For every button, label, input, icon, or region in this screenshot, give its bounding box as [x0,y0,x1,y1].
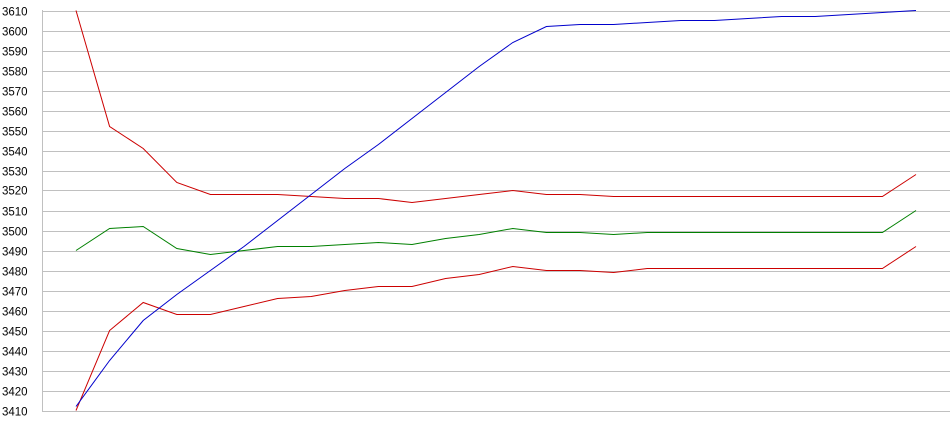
y-tick-label: 3490 [2,247,28,259]
gridlines [42,11,950,412]
series-line-upper [75,10,917,204]
y-tick-label: 3570 [2,87,28,99]
y-tick-label: 3610 [2,7,28,19]
series-upper [75,10,917,204]
series-lines [75,10,917,411]
series-line-trend [75,10,917,407]
y-tick-label: 3580 [2,67,28,79]
y-tick-label: 3430 [2,367,28,379]
series-line-lower [75,246,917,411]
series-lower [75,246,917,411]
y-tick-label: 3470 [2,287,28,299]
series-middle [75,210,917,256]
y-tick-label: 3500 [2,227,28,239]
y-tick-label: 3600 [2,27,28,39]
y-tick-label: 3560 [2,107,28,119]
y-tick-label: 3410 [2,407,28,419]
y-axis-ticks: 3410 3420 3430 3440 3450 3460 3470 3480 3490 3500… [2,7,28,419]
y-tick-label: 3550 [2,127,28,139]
y-tick-label: 3510 [2,207,28,219]
y-tick-label: 3520 [2,186,28,198]
series-trend [75,10,917,407]
y-tick-label: 3420 [2,387,28,399]
y-tick-label: 3540 [2,147,28,159]
y-tick-label: 3530 [2,167,28,179]
y-tick-label: 3460 [2,307,28,319]
series-line-middle [75,210,917,256]
y-tick-label: 3450 [2,327,28,339]
y-tick-label: 3590 [2,47,28,59]
y-tick-label: 3440 [2,347,28,359]
y-tick-label: 3480 [2,267,28,279]
